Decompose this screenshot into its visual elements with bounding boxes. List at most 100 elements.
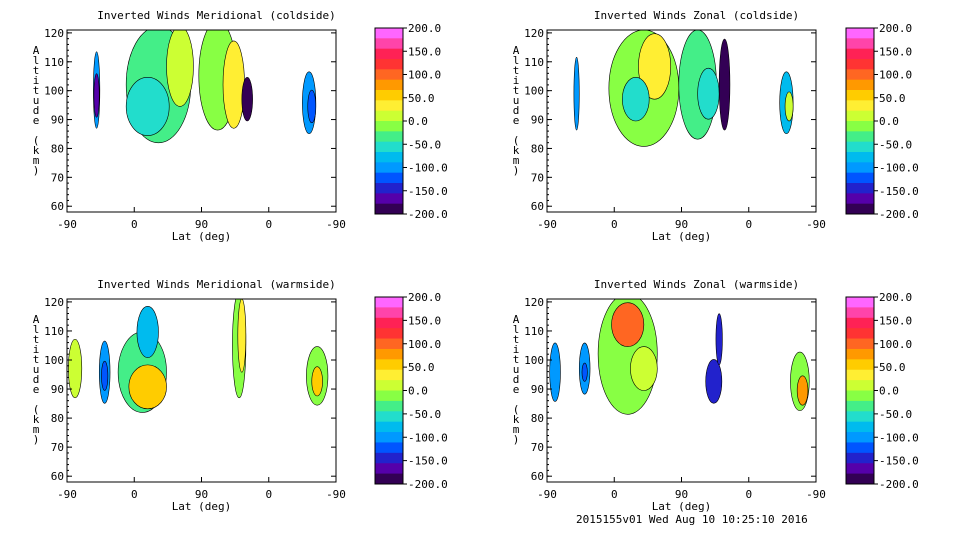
x-axis-label: Lat (deg): [172, 230, 232, 243]
x-tick-label: 0: [265, 218, 272, 231]
x-tick-label: -90: [326, 488, 346, 501]
x-tick-label: 0: [131, 488, 138, 501]
colorbar-swatch: [846, 110, 874, 122]
contour-region: [93, 73, 100, 118]
colorbar-tick-label: -150.0: [879, 455, 919, 468]
x-tick-label: 90: [195, 218, 208, 231]
colorbar-tick-label: 200.0: [408, 291, 441, 304]
colorbar: 200.0 150.0 100.0 50.0 0.0 -50.0 -100.0 -150.0 -…: [845, 291, 919, 491]
x-axis-label: Lat (deg): [652, 500, 712, 513]
colorbar-swatch: [846, 473, 874, 485]
colorbar-tick-label: 150.0: [879, 45, 912, 58]
colorbar-swatch: [846, 152, 874, 163]
colorbar-tick-label: 100.0: [879, 69, 912, 82]
colorbar-swatch: [846, 28, 874, 39]
colorbar-swatch: [375, 121, 403, 132]
colorbar-swatch: [375, 162, 403, 174]
contour-region: [581, 362, 588, 382]
colorbar-swatch: [375, 110, 403, 122]
colorbar-tick-label: -50.0: [408, 138, 441, 151]
chart-title: Inverted Winds Zonal (warmside): [594, 278, 799, 291]
colorbar-swatch: [375, 442, 403, 454]
colorbar-tick-label: -200.0: [408, 478, 448, 491]
x-axis-label: Lat (deg): [172, 500, 232, 513]
colorbar-swatch: [375, 131, 403, 143]
colorbar-tick-label: 50.0: [408, 92, 435, 105]
y-tick-label: 110: [44, 325, 64, 338]
y-tick-label: 70: [531, 171, 544, 184]
colorbar: 200.0 150.0 100.0 50.0 0.0 -50.0 -100.0 -150.0 -…: [374, 22, 448, 221]
colorbar-swatch: [375, 452, 403, 464]
colorbar-swatch: [375, 183, 403, 194]
colorbar-tick-label: -100.0: [408, 431, 448, 444]
colorbar-tick-label: 0.0: [879, 115, 899, 128]
y-tick-label: 90: [531, 383, 544, 396]
colorbar-tick-label: -200.0: [879, 478, 919, 491]
colorbar-swatch: [846, 193, 874, 205]
colorbar-swatch: [846, 359, 874, 371]
colorbar-tick-label: 100.0: [408, 69, 441, 82]
y-tick-label: 80: [51, 412, 64, 425]
colorbar-swatch: [846, 421, 874, 433]
colorbar-swatch: [846, 400, 874, 412]
x-tick-label: 90: [675, 218, 688, 231]
contour-region: [128, 364, 167, 410]
colorbar-swatch: [846, 203, 874, 215]
contour-field: [68, 299, 329, 413]
colorbar-swatch: [375, 421, 403, 433]
colorbar-swatch: [846, 411, 874, 423]
colorbar-swatch: [846, 452, 874, 464]
colorbar-swatch: [846, 463, 874, 475]
colorbar-swatch: [375, 463, 403, 475]
colorbar-tick-label: -200.0: [879, 208, 919, 221]
colorbar-swatch: [375, 359, 403, 371]
y-tick-label: 100: [524, 354, 544, 367]
colorbar-tick-label: 150.0: [879, 314, 912, 327]
colorbar-swatch: [375, 400, 403, 412]
x-tick-label: 90: [195, 488, 208, 501]
contour-region: [705, 359, 723, 404]
colorbar-tick-label: 150.0: [408, 314, 441, 327]
colorbar-tick-label: -100.0: [408, 162, 448, 175]
colorbar-tick-label: -200.0: [408, 208, 448, 221]
colorbar-swatch: [846, 59, 874, 70]
contour-region: [784, 91, 794, 122]
contour-field: [573, 30, 794, 147]
y-tick-label: 120: [44, 27, 64, 40]
y-tick-label: 70: [531, 441, 544, 454]
colorbar-swatch: [846, 69, 874, 81]
contour-region: [68, 338, 83, 399]
y-tick-label: 90: [51, 383, 64, 396]
colorbar-swatch: [846, 38, 874, 50]
y-tick-label: 60: [51, 470, 64, 483]
colorbar-swatch: [375, 432, 403, 443]
x-tick-label: -90: [57, 218, 77, 231]
colorbar-tick-label: -100.0: [879, 162, 919, 175]
y-tick-label: 120: [44, 296, 64, 309]
colorbar-tick-label: 100.0: [879, 338, 912, 351]
y-tick-label: 120: [524, 296, 544, 309]
y-tick-label: 80: [531, 142, 544, 155]
colorbar-swatch: [375, 90, 403, 101]
colorbar-swatch: [375, 38, 403, 50]
colorbar-swatch: [846, 48, 874, 60]
x-tick-label: 0: [611, 488, 618, 501]
colorbar-swatch: [375, 380, 403, 391]
x-tick-label: -90: [57, 488, 77, 501]
colorbar-swatch: [375, 141, 403, 153]
chart-title: Inverted Winds Meridional (coldside): [97, 9, 335, 22]
colorbar-swatch: [846, 442, 874, 454]
y-tick-label: 110: [524, 56, 544, 69]
contour-region: [697, 67, 720, 120]
colorbar-swatch: [846, 100, 874, 112]
colorbar-tick-label: 0.0: [879, 385, 899, 398]
contour-region: [307, 89, 317, 124]
colorbar-swatch: [846, 380, 874, 391]
colorbar-tick-label: -100.0: [879, 431, 919, 444]
colorbar-swatch: [846, 432, 874, 443]
y-tick-label: 60: [531, 470, 544, 483]
colorbar-swatch: [846, 172, 874, 184]
